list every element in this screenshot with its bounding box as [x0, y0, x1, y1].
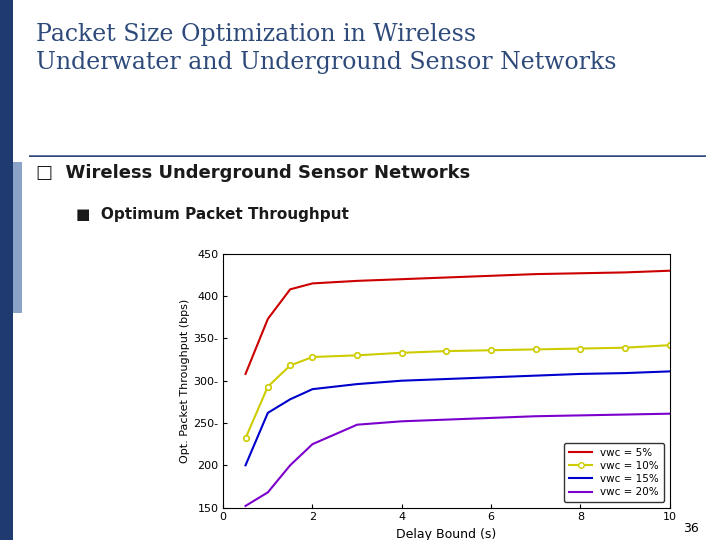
Text: ■  Optimum Packet Throughput: ■ Optimum Packet Throughput — [76, 207, 349, 222]
Text: Packet Size Optimization in Wireless
Underwater and Underground Sensor Networks: Packet Size Optimization in Wireless Und… — [35, 23, 616, 75]
Text: 36: 36 — [683, 522, 698, 535]
Y-axis label: Opt. Packet Throughput (bps): Opt. Packet Throughput (bps) — [181, 299, 190, 463]
Text: □  Wireless Underground Sensor Networks: □ Wireless Underground Sensor Networks — [35, 164, 470, 181]
X-axis label: Delay Bound (s): Delay Bound (s) — [396, 528, 497, 540]
Legend: vwc = 5%, vwc = 10%, vwc = 15%, vwc = 20%: vwc = 5%, vwc = 10%, vwc = 15%, vwc = 20… — [564, 443, 665, 502]
